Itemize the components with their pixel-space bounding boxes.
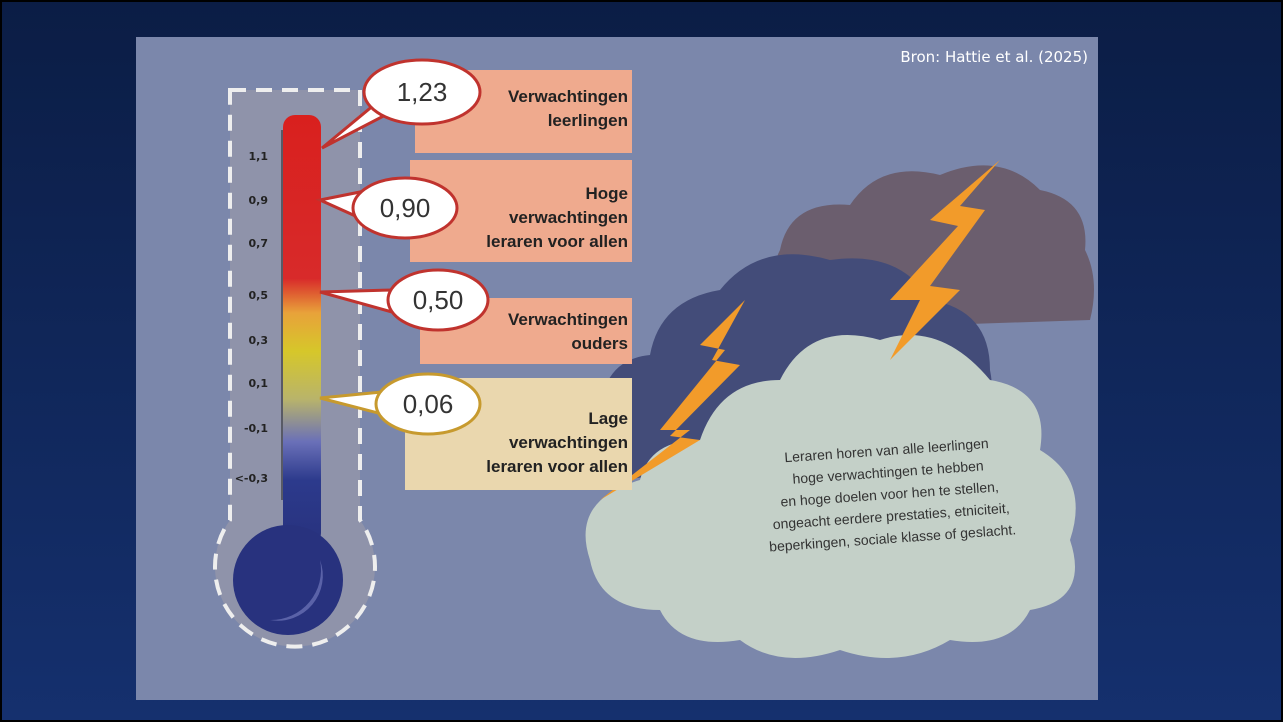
callout-label: leerlingen: [548, 111, 628, 130]
callout-value: 1,23: [397, 77, 448, 107]
cloud-text: Leraren horen van alle leerlingen hoge v…: [763, 434, 1017, 555]
callout-label: leraren voor allen: [486, 457, 628, 476]
scale-label: 0,9: [249, 194, 269, 207]
scale-label: 1,1: [249, 150, 269, 163]
callout-label: Verwachtingen: [508, 87, 628, 106]
page: Leraren horen van alle leerlingen hoge v…: [0, 0, 1283, 722]
callout-label: ouders: [571, 334, 628, 353]
scale-label: 0,3: [249, 334, 269, 347]
callout-label: verwachtingen: [509, 208, 628, 227]
scale-label: <-0,3: [235, 472, 268, 485]
callout-label: Hoge: [586, 184, 629, 203]
scale-label: 0,1: [249, 377, 269, 390]
callout-value: 0,06: [403, 389, 454, 419]
thermometer: [215, 90, 375, 647]
callout-label: Lage: [588, 409, 628, 428]
callout-value: 0,50: [413, 285, 464, 315]
scale-label: 0,5: [249, 289, 269, 302]
source: Bron: Hattie et al. (2025): [900, 48, 1088, 66]
callout-label: leraren voor allen: [486, 232, 628, 251]
callout-value: 0,90: [380, 193, 431, 223]
scale-label: 0,7: [249, 237, 269, 250]
slide: Leraren horen van alle leerlingen hoge v…: [0, 0, 1283, 722]
callout-label: verwachtingen: [509, 433, 628, 452]
callout-label: Verwachtingen: [508, 310, 628, 329]
scale-label: -0,1: [244, 422, 268, 435]
